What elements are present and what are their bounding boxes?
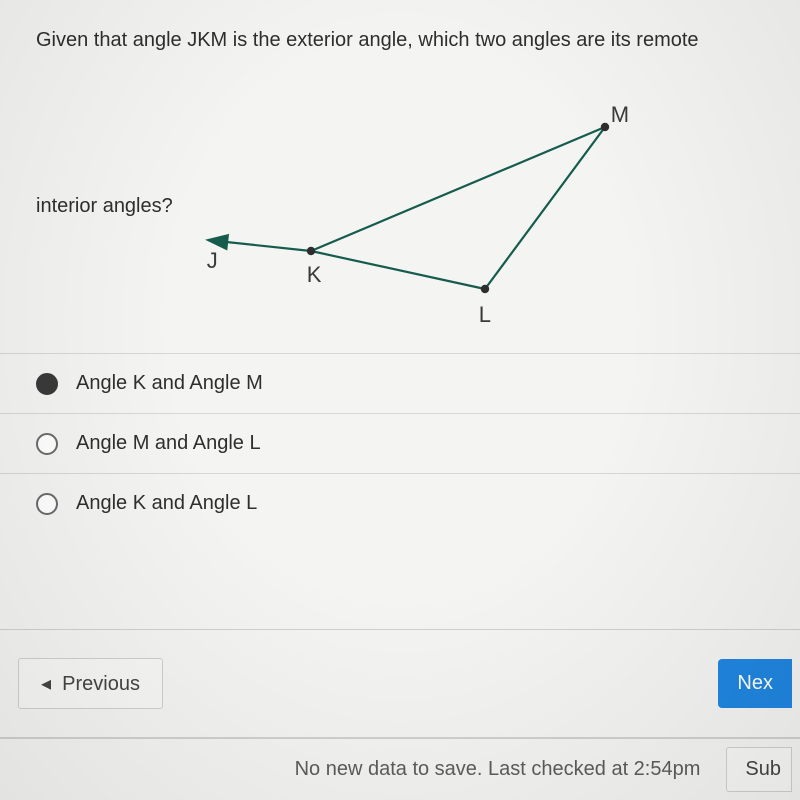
- quiz-page: Given that angle JKM is the exterior ang…: [0, 0, 800, 800]
- answer-option-label: Angle K and Angle M: [76, 372, 263, 395]
- answer-options: Angle K and Angle M Angle M and Angle L An…: [0, 353, 800, 533]
- footer-bar: No new data to save. Last checked at 2:5…: [0, 738, 800, 800]
- submit-label: Sub: [745, 758, 781, 780]
- nav-row: ◂ Previous Nex: [0, 629, 800, 738]
- point-label-l: L: [479, 302, 491, 328]
- answer-option-2[interactable]: Angle K and Angle L: [0, 473, 800, 533]
- radio-icon: [36, 493, 58, 515]
- triangle-figure: JKLM: [187, 93, 647, 319]
- chevron-left-icon: ◂: [41, 673, 51, 695]
- answer-option-0[interactable]: Angle K and Angle M: [0, 353, 800, 413]
- previous-button[interactable]: ◂ Previous: [18, 658, 163, 709]
- radio-icon: [36, 433, 58, 455]
- question-line-1: Given that angle JKM is the exterior ang…: [36, 26, 764, 55]
- question-row-2: interior angles? JKLM: [36, 93, 764, 319]
- question-line-2: interior angles?: [36, 195, 173, 218]
- answer-option-1[interactable]: Angle M and Angle L: [0, 413, 800, 473]
- save-status: No new data to save. Last checked at 2:5…: [295, 758, 701, 781]
- question-area: Given that angle JKM is the exterior ang…: [0, 0, 800, 319]
- previous-label: Previous: [62, 673, 140, 695]
- next-button[interactable]: Nex: [718, 659, 792, 708]
- submit-button[interactable]: Sub: [726, 747, 792, 792]
- point-label-k: K: [307, 262, 322, 288]
- point-label-j: J: [207, 248, 218, 274]
- radio-icon: [36, 373, 58, 395]
- answer-option-label: Angle K and Angle L: [76, 492, 257, 515]
- point-label-m: M: [611, 102, 629, 128]
- next-label: Nex: [737, 672, 773, 694]
- answer-option-label: Angle M and Angle L: [76, 432, 261, 455]
